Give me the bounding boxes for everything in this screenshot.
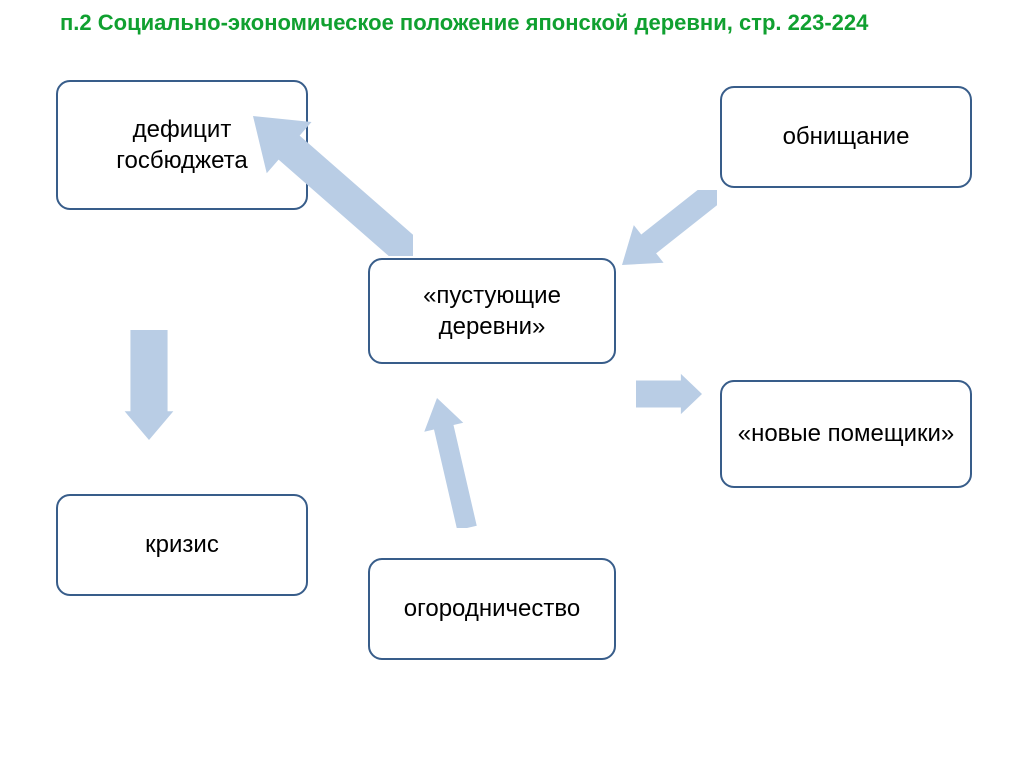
node-label: обнищание: [783, 121, 910, 152]
node-label: кризис: [145, 529, 219, 560]
arrow-impoverish-to-empty: [622, 190, 717, 265]
arrow-deficit-to-crisis: [120, 330, 178, 440]
node-label: «новые помещики»: [738, 418, 955, 449]
arrow-empty-to-deficit: [253, 116, 413, 256]
node-impoverish: обнищание: [720, 86, 972, 188]
node-label: огородничество: [404, 593, 580, 624]
arrow-gardening-to-empty: [422, 398, 482, 528]
node-gardening: огородничество: [368, 558, 616, 660]
arrow-empty-to-landlords: [636, 370, 702, 418]
node-landlords: «новые помещики»: [720, 380, 972, 488]
diagram-title: п.2 Социально-экономическое положение яп…: [60, 10, 984, 36]
node-label: дефицитгосбюджета: [116, 114, 247, 176]
node-label: «пустующие деревни»: [382, 280, 602, 342]
node-empty: «пустующие деревни»: [368, 258, 616, 364]
node-crisis: кризис: [56, 494, 308, 596]
